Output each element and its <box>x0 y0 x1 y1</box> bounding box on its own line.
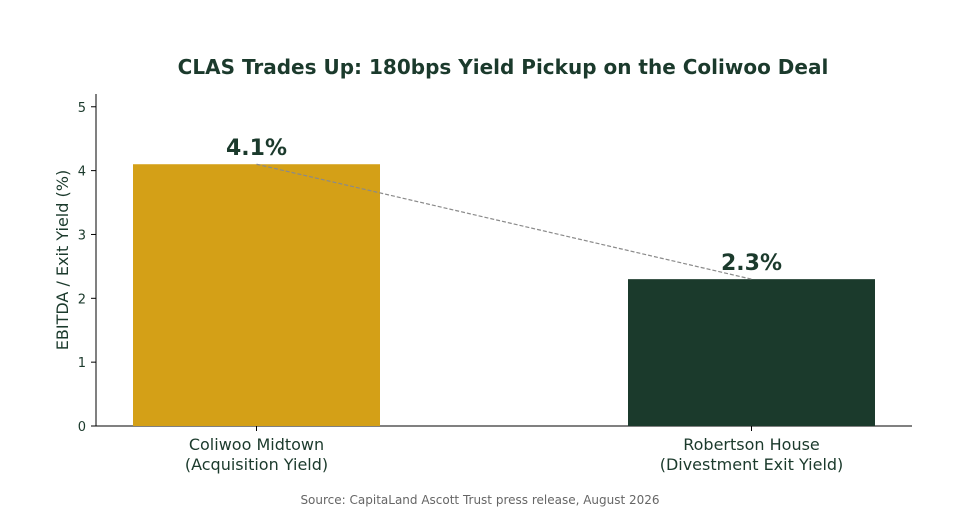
x-tick-label: (Acquisition Yield) <box>185 455 328 474</box>
data-label: 2.3% <box>721 251 782 276</box>
x-tick-label: Coliwoo Midtown <box>189 435 324 454</box>
bar <box>628 279 875 426</box>
y-tick-label: 3 <box>78 228 86 243</box>
y-tick-label: 1 <box>78 356 86 371</box>
source-note: Source: CapitaLand Ascott Trust press re… <box>300 493 659 507</box>
data-label: 4.1% <box>226 136 287 161</box>
plot-area: 0 1 2 3 4 5 Coliwoo Midtown(Acquisition Yield)… <box>78 94 912 474</box>
y-tick-label: 5 <box>78 101 86 116</box>
chart-title: CLAS Trades Up: 180bps Yield Pickup on t… <box>178 55 829 79</box>
bar <box>133 164 380 426</box>
y-axis-label: EBITDA / Exit Yield (%) <box>53 170 72 350</box>
x-tick-label: (Divestment Exit Yield) <box>660 455 844 474</box>
y-tick-label: 0 <box>78 420 86 435</box>
x-tick-label: Robertson House <box>683 435 820 454</box>
connector-line <box>256 163 752 280</box>
y-tick-label: 4 <box>78 165 86 180</box>
y-tick-label: 2 <box>78 292 86 307</box>
